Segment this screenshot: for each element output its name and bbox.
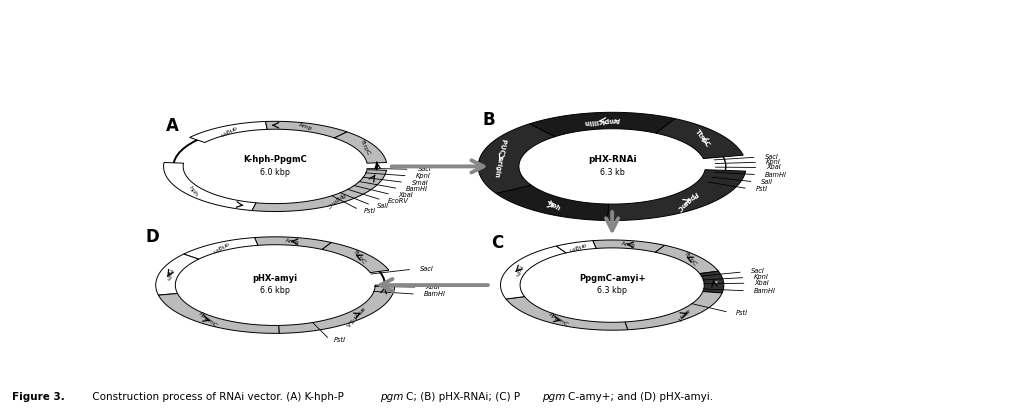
Text: C-amy+; and (D) pHX-amyi.: C-amy+; and (D) pHX-amyi. [568,392,714,402]
Text: BamHI: BamHI [424,291,446,298]
Text: SacI: SacI [750,268,764,275]
Polygon shape [556,241,596,253]
Polygon shape [656,119,743,159]
Text: Amp: Amp [285,238,300,245]
Text: SalI: SalI [761,179,773,185]
Text: amyI: amyI [675,307,691,322]
Text: Ampicillin: Ampicillin [584,116,621,125]
Polygon shape [655,245,719,274]
Text: C; (B) pHX-RNAi; (C) P: C; (B) pHX-RNAi; (C) P [406,392,521,402]
Text: 6.3 kbp: 6.3 kbp [598,286,627,295]
Text: 6.3 kb: 6.3 kb [600,168,625,177]
Polygon shape [156,254,199,295]
Text: hph: hph [513,264,522,277]
Polygon shape [608,170,746,221]
Text: PstI: PstI [755,186,767,192]
Text: Construction process of RNAi vector. (A) K-hph-P: Construction process of RNAi vector. (A)… [89,392,344,402]
Polygon shape [159,293,279,333]
Polygon shape [255,237,332,249]
Text: TtrpC: TtrpC [695,129,712,149]
Text: TtrpC: TtrpC [352,248,367,265]
Text: hph: hph [165,268,173,281]
Text: hph: hph [546,200,561,212]
Polygon shape [252,170,386,212]
Text: origin: origin [219,124,238,136]
Text: D: D [146,228,160,246]
Text: pHX-RNAi: pHX-RNAi [587,155,637,164]
Text: XbaI: XbaI [754,280,769,286]
Polygon shape [279,285,394,333]
Text: KpnI: KpnI [416,173,431,179]
Text: XbaI: XbaI [766,164,782,171]
Polygon shape [266,121,347,138]
Polygon shape [500,246,566,299]
Text: amyI-SA: amyI-SA [344,305,365,327]
Text: Amp: Amp [298,122,313,132]
Text: PpgmC: PpgmC [547,312,569,328]
Polygon shape [478,124,555,194]
Text: TtrpC: TtrpC [359,139,372,156]
Text: pgm: pgm [380,392,403,402]
Text: PstI: PstI [364,208,376,214]
Text: TtrpC: TtrpC [682,250,698,267]
Text: 6.0 kbp: 6.0 kbp [260,168,290,177]
Text: PstI: PstI [334,337,346,343]
Text: Ir: Ir [711,280,717,285]
Text: SacI: SacI [764,154,778,160]
Text: PpgmC-amyi+: PpgmC-amyi+ [579,274,645,283]
Polygon shape [190,122,267,143]
Text: KpnI: KpnI [753,274,768,280]
Text: 6.6 kbp: 6.6 kbp [260,286,290,295]
Text: XbaI: XbaI [426,284,441,290]
Polygon shape [625,291,722,330]
Text: XbaI: XbaI [398,192,412,199]
Text: EcoRV: EcoRV [388,198,409,204]
Polygon shape [530,112,675,137]
Text: PpgmC: PpgmC [326,191,346,208]
Text: SmaI: SmaI [411,180,429,186]
Text: PpgmC: PpgmC [197,311,218,329]
Text: SacI: SacI [420,266,434,272]
Polygon shape [700,271,724,293]
Polygon shape [335,132,386,163]
Text: K-hph-PpgmC: K-hph-PpgmC [244,155,307,164]
Text: BamHI: BamHI [754,288,776,294]
Polygon shape [496,185,609,220]
Text: BamHI: BamHI [765,172,787,178]
Text: KpnI: KpnI [766,159,782,165]
Text: PUC origin: PUC origin [494,138,508,177]
Polygon shape [323,242,389,272]
Text: hph: hph [188,185,199,197]
Text: B: B [483,111,495,129]
Text: pHX-amyi: pHX-amyi [253,274,298,283]
Text: PstI: PstI [736,310,748,316]
Text: BamHI: BamHI [405,186,428,192]
Polygon shape [592,240,664,252]
Polygon shape [506,297,628,330]
Text: origin: origin [568,241,586,252]
Text: pgm: pgm [542,392,565,402]
Text: PpgmC: PpgmC [675,190,700,212]
Polygon shape [184,238,258,259]
Text: Amp: Amp [621,241,636,248]
Text: SacI: SacI [418,166,432,172]
Text: Figure 3.: Figure 3. [12,392,65,402]
Polygon shape [164,162,256,210]
Text: origin: origin [211,240,229,254]
Text: SalI: SalI [377,203,389,209]
Text: A: A [166,118,178,135]
Text: C: C [490,234,502,252]
